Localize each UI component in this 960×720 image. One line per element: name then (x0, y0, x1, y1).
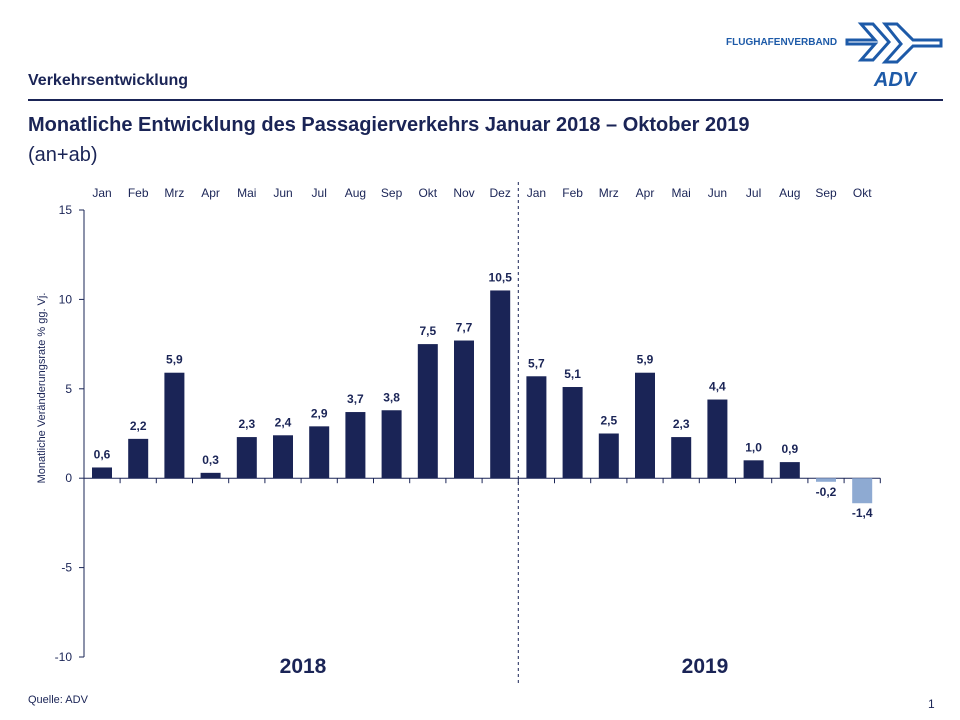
data-label: 7,5 (419, 324, 436, 338)
bar (490, 290, 511, 479)
y-tick-label: 15 (59, 203, 73, 217)
bar (236, 437, 257, 479)
data-label: 5,9 (637, 353, 654, 367)
x-tick-label: Sep (815, 186, 837, 200)
bar (743, 460, 764, 479)
x-tick-label: Feb (562, 186, 583, 200)
adv-logo: ADV (845, 22, 943, 90)
bar (309, 426, 330, 479)
data-label: 5,7 (528, 356, 545, 370)
data-label: 5,9 (166, 353, 183, 367)
bar (417, 344, 438, 479)
y-tick-label: 0 (65, 471, 72, 485)
year-label-2019: 2019 (682, 655, 729, 678)
x-tick-label: Dez (490, 186, 511, 200)
bar (381, 410, 402, 479)
x-tick-label: Jan (527, 186, 546, 200)
y-tick-label: 10 (59, 292, 73, 306)
x-tick-label: Sep (381, 186, 403, 200)
bar (92, 467, 112, 479)
y-tick-label: -10 (55, 650, 73, 664)
source-note: Quelle: ADV (28, 694, 88, 706)
bar (852, 478, 873, 504)
section-title: Verkehrsentwicklung (28, 72, 189, 89)
data-label: 7,7 (456, 321, 473, 335)
x-tick-label: Apr (201, 186, 220, 200)
x-tick-label: Jul (312, 186, 327, 200)
bar (454, 340, 474, 479)
data-label: 0,9 (781, 442, 798, 456)
bar (598, 433, 619, 479)
data-label: 0,6 (94, 447, 111, 461)
logo-text: FLUGHAFENVERBAND (726, 37, 838, 48)
data-label: 4,4 (709, 380, 726, 394)
logo-mark: ADV (873, 69, 918, 90)
x-tick-label: Mrz (164, 186, 184, 200)
x-tick-label: Okt (853, 186, 872, 200)
x-tick-label: Mai (237, 186, 256, 200)
x-tick-label: Okt (418, 186, 437, 200)
x-tick-label: Jun (273, 186, 292, 200)
data-label: 3,7 (347, 392, 364, 406)
data-label: 3,8 (383, 390, 400, 404)
x-tick-label: Feb (128, 186, 149, 200)
bar (707, 399, 728, 479)
bar (345, 412, 366, 479)
data-label: 2,3 (238, 417, 255, 431)
x-tick-label: Mai (672, 186, 691, 200)
bar (779, 462, 800, 479)
data-label: 2,4 (275, 415, 292, 429)
x-tick-label: Apr (636, 186, 655, 200)
data-label: 10,5 (489, 270, 513, 284)
x-tick-label: Jun (708, 186, 727, 200)
data-label: 2,3 (673, 417, 690, 431)
x-tick-label: Aug (779, 186, 800, 200)
bar (816, 478, 836, 482)
data-label: 2,2 (130, 419, 147, 433)
data-label: 0,3 (202, 453, 219, 467)
bar (164, 372, 185, 479)
x-tick-label: Aug (345, 186, 366, 200)
x-tick-label: Nov (453, 186, 474, 200)
data-label: 2,5 (600, 414, 617, 428)
x-tick-label: Mrz (599, 186, 619, 200)
data-label: 2,9 (311, 406, 328, 420)
data-label: 5,1 (564, 367, 581, 381)
page-title: Monatliche Entwicklung des Passagierverk… (28, 114, 750, 136)
x-tick-label: Jan (92, 186, 111, 200)
y-tick-label: -5 (61, 561, 72, 575)
divider (28, 99, 943, 101)
page-number: 1 (928, 697, 935, 711)
data-label: 1,0 (745, 440, 762, 454)
x-tick-label: Jul (746, 186, 761, 200)
bar (635, 372, 655, 479)
bar (562, 387, 583, 479)
page-subtitle: (an+ab) (28, 144, 98, 166)
bar (273, 435, 293, 479)
y-tick-label: 5 (65, 382, 72, 396)
bar (128, 438, 149, 479)
data-label: -0,2 (816, 485, 837, 499)
bar (200, 472, 221, 479)
data-label: -1,4 (852, 506, 873, 520)
year-label-2018: 2018 (280, 655, 327, 678)
bar (526, 376, 547, 479)
bar (671, 437, 692, 479)
y-axis-label: Monatliche Veränderungsrate % gg. Vj. (36, 293, 48, 484)
